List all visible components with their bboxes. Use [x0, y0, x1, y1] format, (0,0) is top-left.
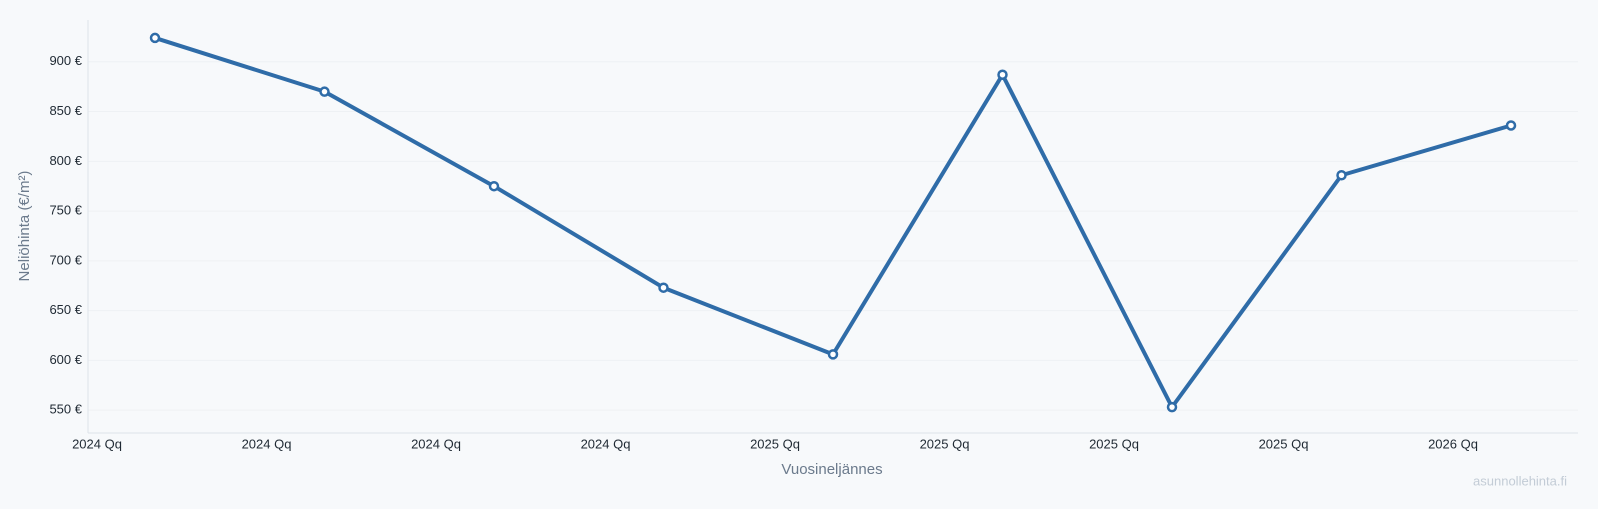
y-tick-label: 850 € [49, 103, 82, 118]
data-point [1505, 120, 1517, 131]
x-tick-label: 2025 Qq [1089, 436, 1139, 451]
y-axis-title: Neliöhinta (€/m²) [16, 171, 33, 282]
x-tick-label: 2024 Qq [72, 436, 122, 451]
y-tick-label: 800 € [49, 153, 82, 168]
y-tick-label: 550 € [49, 402, 82, 417]
x-tick-label: 2025 Qq [1259, 436, 1309, 451]
data-point [658, 282, 669, 293]
x-tick-label: 2024 Qq [581, 436, 631, 451]
y-tick-label: 600 € [49, 352, 82, 367]
x-tick-label: 2024 Qq [411, 436, 461, 451]
data-point [488, 180, 500, 192]
x-tick-label: 2024 Qq [242, 436, 292, 451]
data-point [997, 69, 1008, 80]
x-tick-label: 2025 Qq [750, 436, 800, 451]
y-tick-label: 650 € [49, 302, 82, 317]
data-point [319, 86, 330, 97]
x-tick-label: 2026 Qq [1428, 436, 1478, 451]
y-tick-label: 900 € [49, 53, 82, 68]
data-point [149, 32, 161, 44]
data-point [1336, 169, 1347, 181]
data-point [827, 349, 839, 360]
x-tick-label: 2025 Qq [920, 436, 970, 451]
watermark: asunnollehinta.fi [1473, 473, 1567, 488]
y-tick-label: 700 € [49, 252, 82, 267]
x-axis-title: Vuosineljännes [781, 461, 882, 478]
y-tick-label: 750 € [49, 203, 82, 218]
data-point [1166, 401, 1178, 413]
